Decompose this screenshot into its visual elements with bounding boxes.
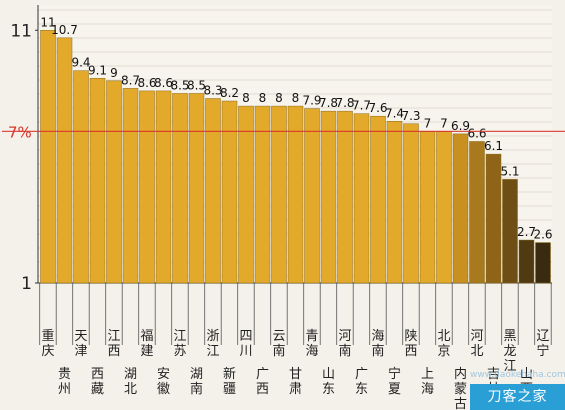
bar-value-label: 8.5: [170, 78, 189, 92]
bar: [337, 110, 353, 284]
bar-value-label: 7.6: [368, 101, 387, 115]
bar-value-label: 6.9: [451, 119, 470, 133]
category-label: 贵州: [58, 367, 71, 397]
bar-value-label: 5.1: [500, 164, 519, 178]
bar-value-label: 7: [424, 116, 432, 130]
bar: [188, 93, 205, 284]
category-label: 江西: [107, 329, 120, 359]
bar-value-label: 9.4: [71, 56, 90, 70]
bar: [436, 131, 452, 284]
category-label: 湖南: [190, 367, 203, 397]
bar: [73, 70, 89, 284]
category-label: 广东: [355, 367, 368, 397]
category-label: 海南: [371, 329, 384, 359]
bar: [535, 242, 551, 284]
category-label: 山东: [322, 367, 335, 397]
bar-value-label: 8.6: [137, 76, 156, 90]
bar: [370, 115, 386, 284]
category-label: 安徽: [157, 367, 170, 397]
category-label: 辽宁: [536, 329, 549, 359]
bar: [155, 90, 172, 284]
category-label: 河北: [470, 329, 483, 359]
bar: [40, 30, 56, 284]
bar-value-label: 9.1: [88, 63, 107, 77]
category-label: 广西: [256, 367, 269, 397]
bar-value-label: 8: [242, 91, 250, 105]
category-label: 新疆: [223, 366, 236, 397]
category-label: 云南: [272, 329, 285, 359]
bar: [353, 113, 370, 284]
bar-value-label: 8: [275, 91, 283, 105]
category-label: 福建: [140, 329, 153, 359]
category-label: 青海: [305, 329, 318, 359]
bar: [139, 90, 155, 284]
bar-value-label: 11: [40, 15, 55, 29]
bar: [221, 100, 238, 284]
category-label: 四川: [239, 329, 252, 359]
bar: [518, 239, 535, 284]
bar-value-label: 8: [259, 91, 267, 105]
bar: [172, 93, 188, 284]
category-label: 江苏: [173, 329, 186, 359]
category-label: 重庆: [41, 328, 54, 359]
bar: [271, 105, 287, 284]
category-label: 黑龙江: [503, 329, 516, 374]
bar-value-label: 8.7: [121, 73, 140, 87]
bar-value-label: 8: [292, 91, 300, 105]
category-label: 西藏: [91, 367, 104, 397]
bar-value-label: 8.6: [154, 76, 173, 90]
bar: [205, 98, 221, 284]
category-label: 北京: [437, 329, 450, 359]
bar: [502, 179, 518, 284]
bar-value-label: 8.2: [220, 86, 239, 100]
bar-value-label: 6.6: [467, 126, 486, 140]
bar-value-label: 8.3: [203, 84, 222, 98]
bar: [254, 105, 271, 284]
bar-value-label: 7.7: [352, 99, 371, 113]
category-label: 陕西: [404, 329, 417, 359]
bar-value-label: 2.6: [533, 228, 552, 242]
bar: [304, 108, 320, 284]
bar-value-label: 6.1: [484, 139, 503, 153]
category-label: 甘肃: [289, 367, 302, 397]
category-label: 宁夏: [388, 366, 401, 397]
category-label: 浙江: [206, 329, 219, 359]
watermark-logo: 刀客之家: [470, 384, 565, 410]
bar-value-label: 2.7: [517, 225, 536, 239]
watermark-url: www.daokehaha.com: [470, 370, 565, 380]
bar-value-label: 7.3: [401, 109, 420, 123]
category-label: 河南: [338, 329, 351, 359]
bar-value-label: 7.8: [319, 96, 338, 110]
bar: [320, 110, 337, 284]
bar: [419, 131, 436, 284]
y-tick-label: 1: [21, 274, 32, 294]
bar: [469, 141, 485, 284]
category-label: 内蒙古: [454, 366, 467, 410]
bar: [403, 123, 419, 284]
bar: [106, 80, 122, 284]
bar-value-label: 10.7: [51, 23, 78, 37]
bar-value-label: 7.8: [335, 96, 354, 110]
bar-value-label: 7.9: [302, 94, 321, 108]
bar-value-label: 7: [440, 116, 448, 130]
bar: [452, 133, 469, 284]
y-tick-label: 11: [10, 21, 32, 41]
category-label: 天津: [74, 329, 87, 359]
category-label: 上海: [421, 367, 434, 397]
bar-value-label: 9: [110, 66, 118, 80]
bar: [89, 78, 106, 284]
bar: [287, 105, 304, 284]
bar-value-label: 8.5: [187, 78, 206, 92]
bar-value-label: 7.4: [385, 106, 404, 120]
category-label: 湖北: [124, 367, 137, 397]
bar: [386, 121, 403, 284]
reference-line-label: 7%: [8, 123, 32, 141]
bar: [485, 153, 502, 284]
bar: [56, 37, 73, 284]
bar: [122, 88, 139, 284]
bar: [238, 105, 254, 284]
